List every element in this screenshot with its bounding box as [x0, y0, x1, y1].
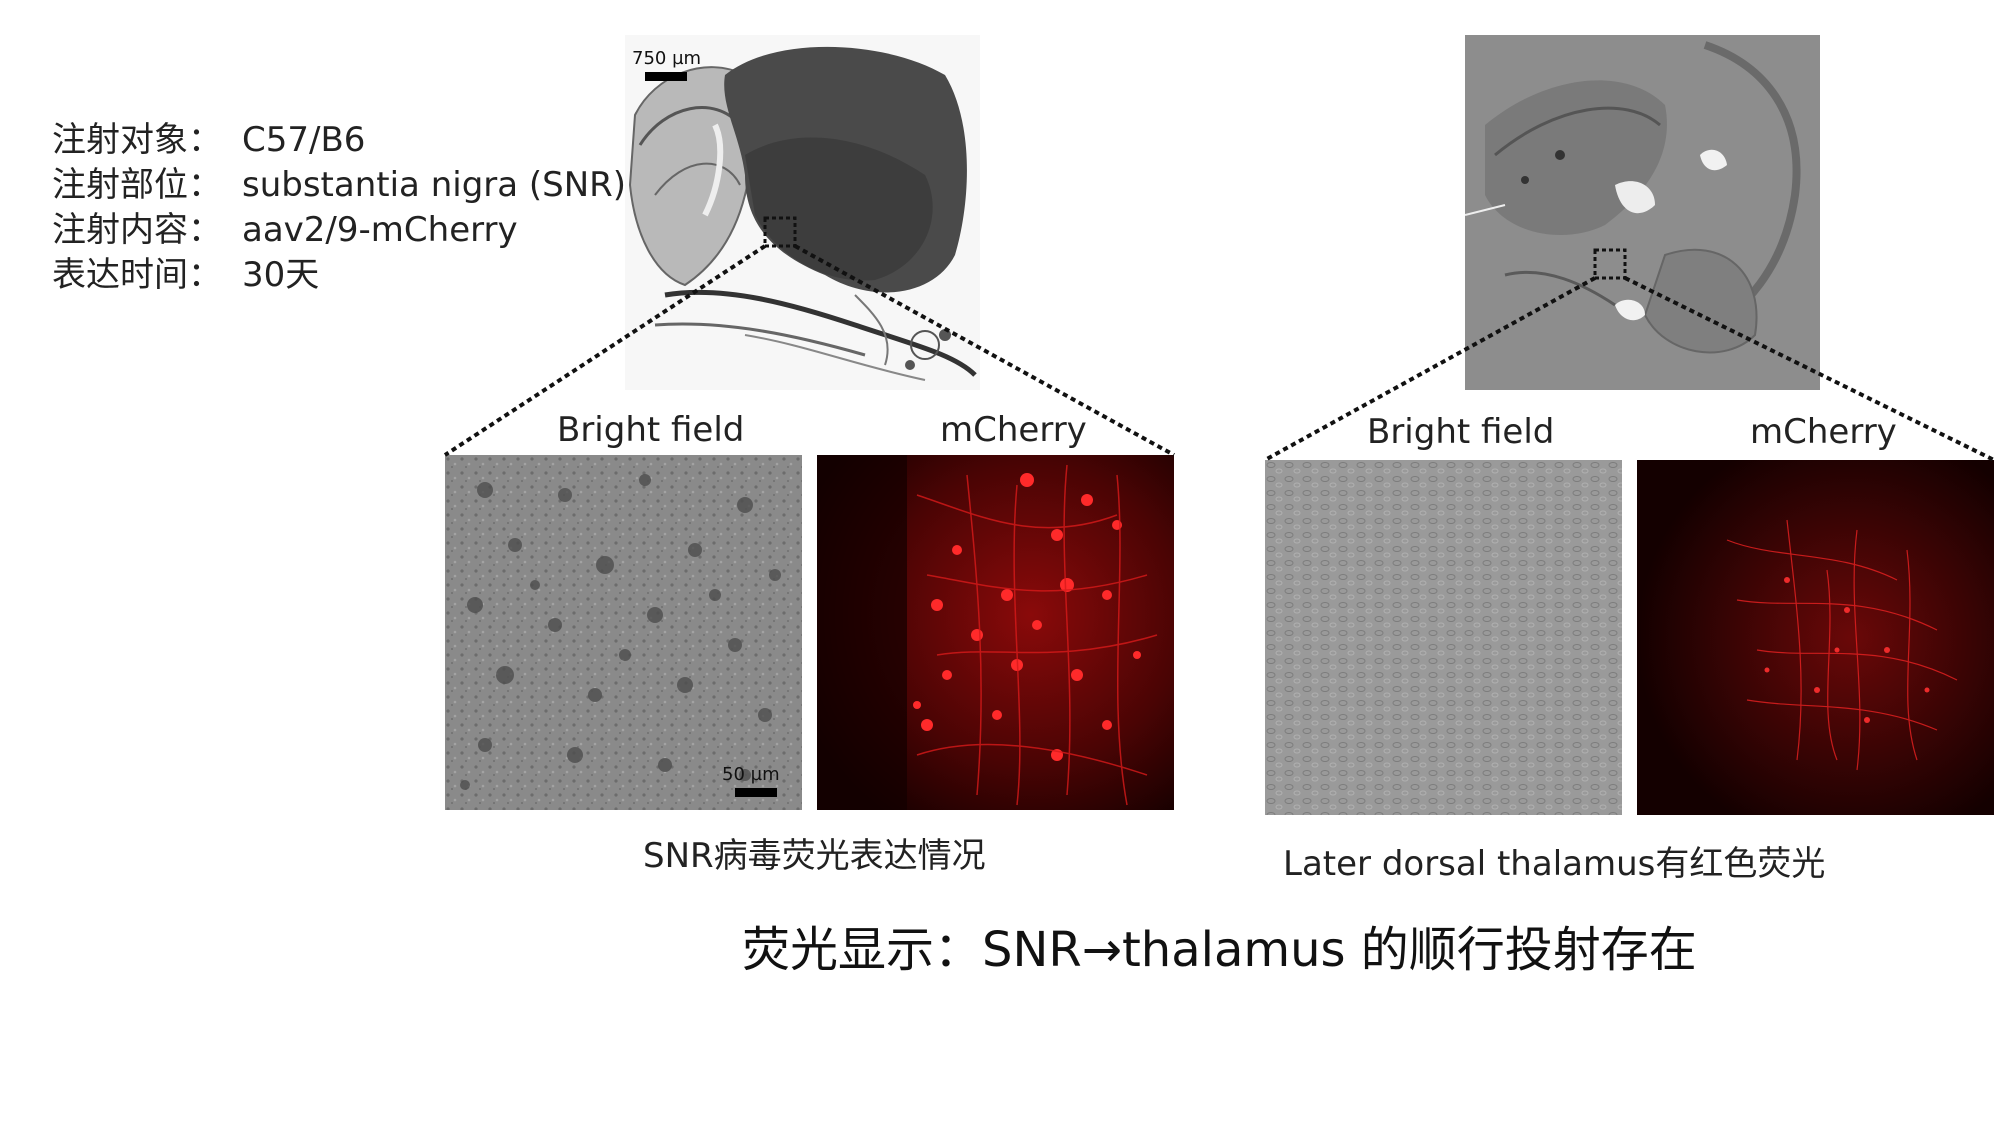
- left-bright-field-image: [445, 455, 802, 810]
- info-label: 表达时间：: [52, 255, 222, 295]
- thalamus-overview-image: [1465, 35, 1820, 390]
- micro-scale-label: 50 µm: [722, 764, 780, 785]
- right-caption: Later dorsal thalamus有红色荧光: [1283, 844, 1826, 884]
- info-label: 注射内容：: [52, 210, 222, 250]
- overview-scale-label: 750 µm: [632, 48, 702, 69]
- left-bright-field-label: Bright field: [557, 410, 745, 450]
- left-mcherry-image: [817, 455, 1174, 810]
- right-mcherry-image: [1637, 460, 1994, 815]
- info-label: 注射对象：: [52, 120, 222, 160]
- micro-scale-bar: [735, 788, 777, 797]
- conclusion-text: 荧光显示：SNR→thalamus 的顺行投射存在: [742, 922, 1697, 978]
- overview-scale-bar: [645, 72, 687, 81]
- info-value: 30天: [242, 255, 320, 295]
- info-value: aav2/9-mCherry: [242, 210, 518, 250]
- right-bright-field-image: [1265, 460, 1622, 815]
- right-mcherry-label: mCherry: [1750, 412, 1897, 452]
- info-label: 注射部位：: [52, 165, 222, 205]
- info-value: C57/B6: [242, 120, 366, 160]
- left-caption: SNR病毒荧光表达情况: [643, 836, 986, 876]
- snr-overview-image: [625, 35, 980, 390]
- right-bright-field-label: Bright field: [1367, 412, 1555, 452]
- left-mcherry-label: mCherry: [940, 410, 1087, 450]
- info-value: substantia nigra (SNR): [242, 165, 627, 205]
